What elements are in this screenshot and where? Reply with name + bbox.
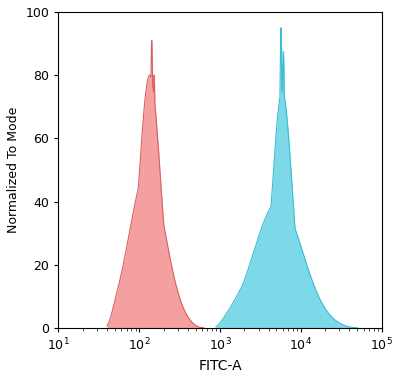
Y-axis label: Normalized To Mode: Normalized To Mode (7, 107, 20, 233)
X-axis label: FITC-A: FITC-A (198, 359, 242, 373)
